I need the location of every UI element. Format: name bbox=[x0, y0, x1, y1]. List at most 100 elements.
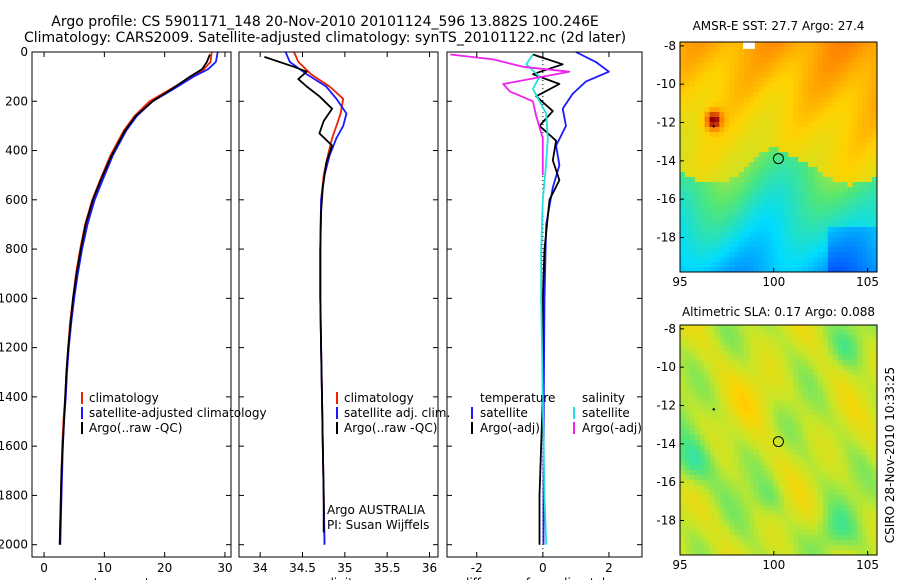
heatmap-cell bbox=[773, 57, 780, 63]
heatmap-cell bbox=[734, 212, 740, 218]
heatmap-cell bbox=[694, 465, 701, 471]
heatmap-cell bbox=[704, 425, 711, 431]
heatmap-cell bbox=[748, 232, 755, 238]
heatmap-cell bbox=[699, 325, 706, 331]
heatmap-cell bbox=[847, 142, 853, 148]
heatmap-cell bbox=[822, 82, 829, 88]
heatmap-cell bbox=[783, 102, 789, 108]
heatmap-cell bbox=[744, 202, 750, 208]
heatmap-cell bbox=[684, 395, 691, 401]
heatmap-cell bbox=[857, 395, 863, 401]
heatmap-cell bbox=[739, 550, 745, 555]
heatmap-cell bbox=[808, 505, 814, 511]
heatmap-cell bbox=[793, 440, 799, 446]
heatmap-cell bbox=[694, 167, 701, 173]
heatmap-cell bbox=[689, 325, 696, 331]
heatmap-cell bbox=[832, 495, 839, 501]
heatmap-cell bbox=[793, 505, 799, 511]
heatmap-cell bbox=[842, 182, 849, 188]
heatmap-cell bbox=[832, 52, 839, 58]
heatmap-cell bbox=[699, 435, 706, 441]
heatmap-cell bbox=[753, 77, 760, 83]
heatmap-cell bbox=[724, 500, 730, 506]
heatmap-cell bbox=[852, 92, 858, 98]
heatmap-cell bbox=[842, 495, 849, 501]
heatmap-cell bbox=[778, 545, 785, 551]
heatmap-cell bbox=[793, 525, 799, 531]
heatmap-cell bbox=[699, 62, 706, 68]
heatmap-cell bbox=[680, 77, 686, 83]
heatmap-cell bbox=[689, 335, 696, 341]
heatmap-cell bbox=[793, 242, 799, 248]
heatmap-cell bbox=[803, 500, 809, 506]
heatmap-cell bbox=[744, 127, 750, 133]
heatmap-cell bbox=[832, 535, 839, 541]
figure-title-line1: Argo profile: CS 5901171_148 20-Nov-2010… bbox=[51, 14, 599, 30]
heatmap-cell bbox=[847, 375, 853, 381]
heatmap-cell bbox=[758, 112, 765, 118]
heatmap-cell bbox=[689, 182, 696, 188]
heatmap-cell bbox=[689, 117, 696, 123]
heatmap-cell bbox=[808, 197, 814, 203]
heatmap-cell bbox=[719, 490, 725, 496]
heatmap-cell bbox=[827, 505, 834, 511]
heatmap-cell bbox=[867, 217, 873, 223]
salinity-series-0 bbox=[293, 51, 345, 545]
heatmap-cell bbox=[734, 360, 740, 366]
heatmap-cell bbox=[704, 475, 711, 481]
heatmap-cell bbox=[778, 222, 785, 228]
heatmap-cell bbox=[684, 400, 691, 406]
heatmap-cell bbox=[680, 545, 686, 551]
heatmap-cell bbox=[714, 132, 720, 138]
heatmap-cell bbox=[709, 152, 716, 158]
heatmap-cell bbox=[793, 385, 799, 391]
heatmap-cell bbox=[812, 330, 819, 336]
heatmap-cell bbox=[778, 267, 785, 272]
heatmap-cell bbox=[768, 212, 775, 218]
heatmap-cell bbox=[842, 510, 849, 516]
heatmap-cell bbox=[793, 102, 799, 108]
heatmap-cell bbox=[684, 515, 691, 521]
heatmap-cell bbox=[803, 112, 809, 118]
heatmap-cell bbox=[842, 247, 849, 253]
heatmap-cell bbox=[798, 435, 804, 441]
heatmap-cell bbox=[842, 470, 849, 476]
heatmap-cell bbox=[872, 430, 877, 436]
heatmap-cell bbox=[709, 127, 716, 133]
heatmap-cell bbox=[729, 475, 735, 481]
heatmap-cell bbox=[867, 545, 873, 551]
heatmap-cell bbox=[788, 122, 794, 128]
heatmap-cell bbox=[808, 540, 814, 546]
heatmap-cell bbox=[758, 540, 765, 546]
heatmap-cell bbox=[694, 460, 701, 466]
heatmap-cell bbox=[724, 440, 730, 446]
heatmap-cell bbox=[842, 107, 849, 113]
heatmap-cell bbox=[719, 335, 725, 341]
heatmap-cell bbox=[872, 440, 877, 446]
heatmap-cell bbox=[827, 182, 834, 188]
heatmap-cell bbox=[803, 207, 809, 213]
heatmap-cell bbox=[822, 187, 829, 193]
heatmap-cell bbox=[739, 395, 745, 401]
heatmap-cell bbox=[748, 495, 755, 501]
heatmap-cell bbox=[684, 510, 691, 516]
heatmap-cell bbox=[684, 525, 691, 531]
heatmap-cell bbox=[753, 172, 760, 178]
heatmap-cell bbox=[783, 177, 789, 183]
heatmap-cell bbox=[822, 400, 829, 406]
salinity-annotation: Argo AUSTRALIA bbox=[327, 503, 426, 517]
heatmap-cell bbox=[872, 232, 877, 238]
heatmap-cell bbox=[709, 480, 716, 486]
heatmap-cell bbox=[862, 112, 868, 118]
heatmap-cell bbox=[812, 480, 819, 486]
heatmap-cell bbox=[832, 247, 839, 253]
heatmap-cell bbox=[817, 97, 824, 103]
heatmap-cell bbox=[817, 325, 824, 331]
heatmap-cell bbox=[748, 490, 755, 496]
heatmap-cell bbox=[812, 62, 819, 68]
heatmap-cell bbox=[763, 152, 770, 158]
heatmap-cell bbox=[709, 530, 716, 536]
heatmap-cell bbox=[862, 167, 868, 173]
heatmap-cell bbox=[694, 252, 701, 258]
heatmap-cell bbox=[832, 257, 839, 263]
